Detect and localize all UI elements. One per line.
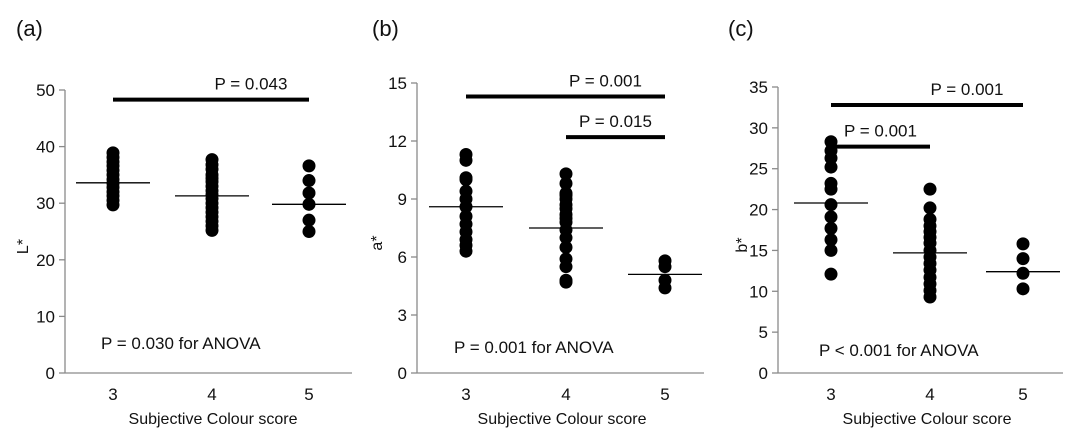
x-tick-label: 5 bbox=[1018, 385, 1027, 404]
y-tick-label: 40 bbox=[36, 138, 55, 157]
panel-a: (a) 0 10 20 30 40 50 3 4 5 Subjective Colour score… bbox=[15, 16, 352, 428]
y-tick-label: 20 bbox=[749, 201, 768, 220]
data-point bbox=[302, 186, 316, 200]
x-tick-label: 3 bbox=[108, 385, 117, 404]
anova-annotation: P = 0.030 for ANOVA bbox=[101, 334, 261, 353]
data-point bbox=[302, 225, 316, 238]
series-4 bbox=[175, 153, 249, 237]
data-point bbox=[1016, 266, 1030, 280]
y-tick-label: 0 bbox=[759, 364, 768, 383]
x-tick-label: 4 bbox=[561, 385, 570, 404]
data-point bbox=[559, 177, 573, 191]
y-tick-label: 12 bbox=[388, 132, 407, 151]
data-point bbox=[658, 254, 672, 268]
data-point bbox=[824, 243, 838, 257]
significance-label: P = 0.001 bbox=[931, 80, 1004, 99]
panel-label: (c) bbox=[728, 16, 754, 41]
data-point bbox=[459, 171, 473, 185]
x-axis-title: Subjective Colour score bbox=[843, 411, 1012, 428]
data-point bbox=[106, 146, 120, 160]
x-axis-title: Subjective Colour score bbox=[478, 411, 647, 428]
data-point bbox=[824, 221, 838, 235]
data-point bbox=[824, 233, 838, 247]
series-4 bbox=[529, 167, 603, 289]
data-point bbox=[824, 210, 838, 224]
panel-label: (b) bbox=[372, 16, 399, 41]
panel-b: (b) 0 3 6 9 12 15 3 4 5 Subjective Colour score a* P… bbox=[369, 16, 704, 428]
y-tick-label: 20 bbox=[36, 251, 55, 270]
data-point bbox=[459, 209, 473, 223]
series-4 bbox=[893, 182, 967, 304]
y-tick-label: 50 bbox=[36, 81, 55, 100]
y-tick-label: 0 bbox=[46, 364, 55, 383]
data-point bbox=[824, 176, 838, 190]
y-tick-label: 30 bbox=[749, 119, 768, 138]
x-tick-label: 5 bbox=[660, 385, 669, 404]
anova-annotation: P = 0.001 for ANOVA bbox=[454, 338, 614, 357]
y-tick-label: 15 bbox=[749, 241, 768, 260]
data-point bbox=[302, 174, 316, 188]
data-point bbox=[923, 212, 937, 226]
data-point bbox=[559, 167, 573, 181]
series-3 bbox=[429, 148, 503, 258]
y-axis-title: b* bbox=[734, 237, 751, 252]
panel-label: (a) bbox=[16, 16, 43, 41]
series-3 bbox=[794, 135, 868, 281]
x-tick-label: 4 bbox=[925, 385, 934, 404]
y-tick-label: 3 bbox=[398, 306, 407, 325]
y-tick-label: 10 bbox=[749, 282, 768, 301]
y-tick-label: 30 bbox=[36, 194, 55, 213]
data-point bbox=[1016, 252, 1030, 266]
series-5 bbox=[272, 159, 346, 238]
x-tick-label: 4 bbox=[207, 385, 216, 404]
data-point bbox=[824, 160, 838, 174]
x-axis-title: Subjective Colour score bbox=[129, 411, 298, 428]
data-point bbox=[559, 273, 573, 287]
significance-label: P = 0.001 bbox=[844, 122, 917, 141]
y-tick-label: 25 bbox=[749, 160, 768, 179]
y-tick-label: 6 bbox=[398, 248, 407, 267]
data-point bbox=[559, 252, 573, 266]
y-tick-label: 9 bbox=[398, 190, 407, 209]
x-tick-label: 3 bbox=[461, 385, 470, 404]
significance-label: P = 0.001 bbox=[569, 72, 642, 91]
y-tick-label: 35 bbox=[749, 78, 768, 97]
data-point bbox=[459, 184, 473, 198]
data-point bbox=[302, 213, 316, 227]
data-point bbox=[1016, 237, 1030, 251]
data-point bbox=[559, 186, 573, 200]
series-3 bbox=[76, 146, 150, 212]
x-tick-label: 5 bbox=[304, 385, 313, 404]
significance-label: P = 0.015 bbox=[579, 112, 652, 131]
series-5 bbox=[986, 237, 1060, 296]
data-point bbox=[824, 267, 838, 281]
panel-c: (c) 0 5 10 15 20 25 30 35 3 4 5 Subjective Colour sc… bbox=[728, 16, 1063, 428]
y-tick-label: 15 bbox=[388, 74, 407, 93]
data-point bbox=[923, 182, 937, 196]
data-point bbox=[559, 240, 573, 254]
data-point bbox=[1016, 282, 1030, 296]
y-axis-title: a* bbox=[369, 235, 386, 250]
data-point bbox=[824, 198, 838, 212]
data-point bbox=[658, 273, 672, 287]
data-point bbox=[302, 159, 316, 173]
y-axis-title: L* bbox=[15, 239, 32, 254]
data-point bbox=[205, 153, 219, 167]
data-point bbox=[923, 201, 937, 215]
data-point bbox=[459, 148, 473, 162]
y-tick-label: 10 bbox=[36, 307, 55, 326]
significance-label: P = 0.043 bbox=[215, 75, 288, 94]
anova-annotation: P < 0.001 for ANOVA bbox=[819, 341, 979, 360]
x-tick-label: 3 bbox=[826, 385, 835, 404]
y-tick-label: 5 bbox=[759, 323, 768, 342]
y-tick-label: 0 bbox=[398, 364, 407, 383]
series-5 bbox=[628, 254, 702, 295]
